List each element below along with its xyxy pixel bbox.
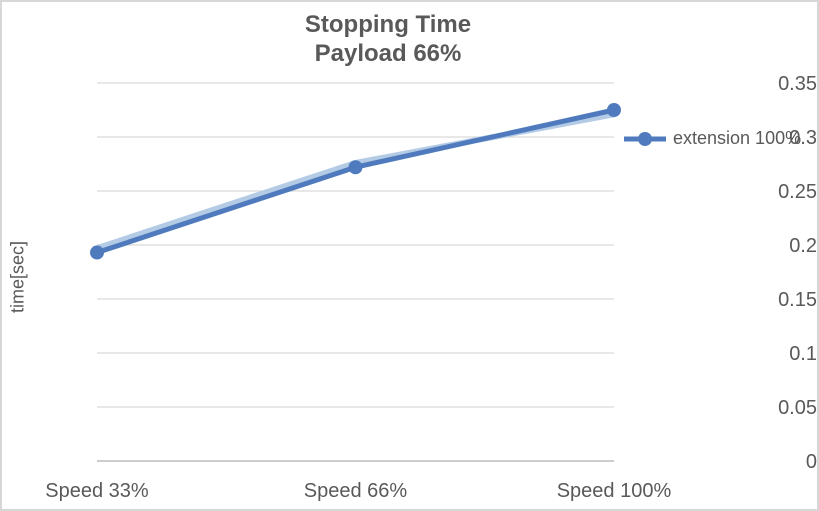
chart-title-line2: Payload 66%: [314, 40, 462, 67]
y-tick-label: 0: [805, 451, 817, 473]
y-tick-label: 0.15: [778, 289, 817, 311]
y-tick-label: 0.25: [778, 181, 817, 203]
legend: extension 100%: [622, 128, 801, 149]
y-tick-label: 0.3: [789, 127, 817, 149]
legend-label: extension 100%: [673, 128, 802, 148]
chart-title: Stopping Time Payload 66%: [2, 10, 774, 68]
legend-line-marker-icon: [624, 131, 666, 146]
chart-title-line1: Stopping Time: [304, 11, 472, 38]
x-tick-label: Speed 66%: [303, 480, 408, 502]
data-point-marker: [607, 103, 621, 117]
data-point-marker: [90, 245, 104, 260]
y-tick-label: 0.05: [778, 397, 817, 419]
data-point-marker: [348, 160, 363, 175]
x-tick-label: Speed 33%: [45, 480, 149, 502]
y-tick-label: 0.2: [789, 235, 817, 257]
x-tick-label: Speed 100%: [556, 480, 672, 502]
y-tick-label: 0.35: [778, 73, 817, 95]
y-tick-label: 0.1: [789, 343, 817, 365]
